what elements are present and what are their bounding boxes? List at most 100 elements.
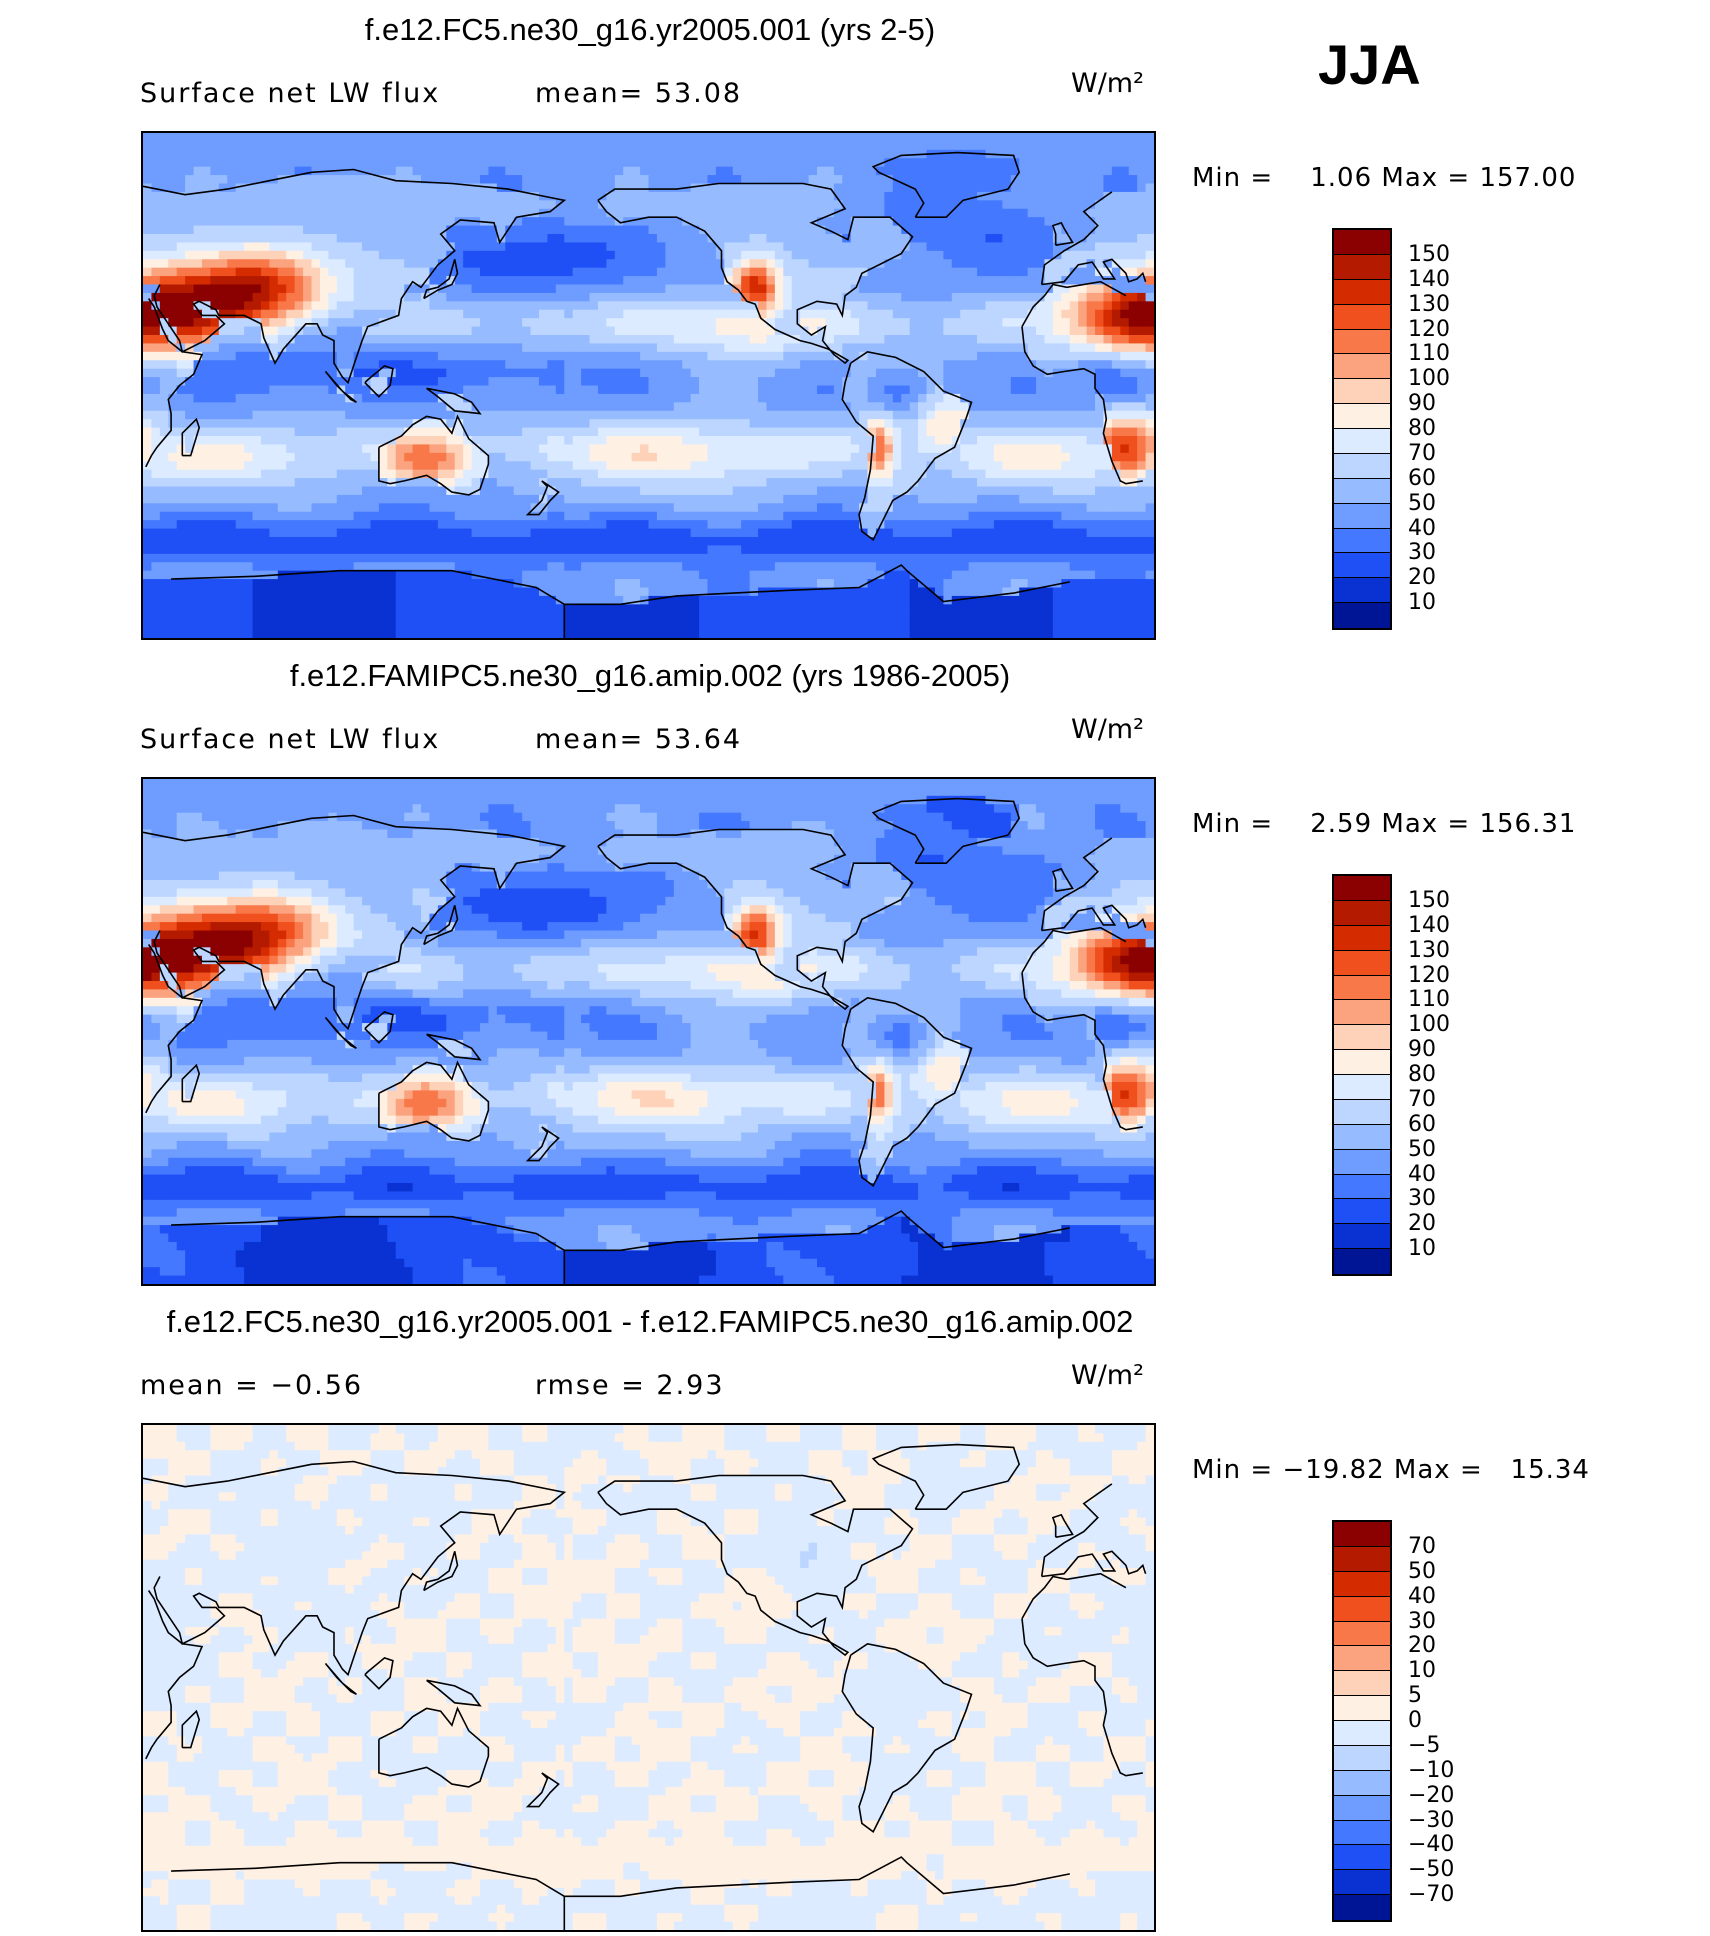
colorbar-swatch <box>1334 478 1390 504</box>
colorbar-tick-label: 10 <box>1408 1660 1436 1682</box>
colorbar-swatch <box>1334 279 1390 305</box>
coastline-newzealand <box>525 1126 560 1162</box>
panel-2-minmax: Min = 2.59 Max = 156.31 <box>1192 809 1576 839</box>
colorbar-swatch <box>1334 1546 1390 1572</box>
colorbar-swatch <box>1334 900 1390 926</box>
coastline-europeAsia <box>143 814 1147 1031</box>
colorbar-tick-label: 20 <box>1408 1213 1436 1235</box>
colorbar-tick-label: 0 <box>1408 1710 1422 1732</box>
colorbar-tick-label: 10 <box>1408 592 1436 614</box>
coastline-borneo <box>364 1011 394 1044</box>
colorbar-tick-label: −40 <box>1408 1834 1454 1856</box>
colorbar-swatch <box>1334 254 1390 280</box>
coastline-antarctica <box>171 564 1070 638</box>
colorbar-swatch <box>1334 1224 1390 1250</box>
panel-3-rmse: rmse = 2.93 <box>535 1370 725 1401</box>
coastline-japan <box>423 1551 459 1592</box>
colorbar-tick-label: 80 <box>1408 1064 1436 1086</box>
field-contours <box>143 1425 1154 1930</box>
colorbar-swatch <box>1334 553 1390 579</box>
coastline-europeAsia <box>143 1460 1147 1677</box>
colorbar-swatch <box>1334 1845 1390 1871</box>
panel-2-map-canvas <box>143 779 1154 1284</box>
coastline-newguinea <box>426 1033 482 1061</box>
panel-1-map <box>141 131 1156 640</box>
panel-1-minmax: Min = 1.06 Max = 157.00 <box>1192 163 1576 193</box>
panel-3-mean: mean = −0.56 <box>140 1370 363 1401</box>
coastline-antarctica <box>171 1210 1070 1284</box>
colorbar-tick-label: 150 <box>1408 889 1450 912</box>
colorbar-swatch <box>1334 975 1390 1001</box>
colorbar-swatch <box>1334 1671 1390 1697</box>
panel-1-title: f.e12.FC5.ne30_g16.yr2005.001 (yrs 2-5) <box>140 12 1160 48</box>
panel-2-mean: mean= 53.64 <box>535 724 742 755</box>
colorbar-swatch <box>1334 429 1390 454</box>
colorbar-swatch <box>1334 578 1390 604</box>
colorbar-swatch <box>1334 1621 1390 1647</box>
coastline-southAmerica <box>841 1642 973 1834</box>
colorbar-swatch <box>1334 503 1390 529</box>
coastline-newzealand <box>525 1772 560 1808</box>
coastline-sumatra <box>324 1662 357 1696</box>
panel-3-map <box>141 1423 1156 1932</box>
coastline-madagascar <box>181 1063 201 1103</box>
coastline-newguinea <box>426 1679 482 1707</box>
coastline-antarctica <box>171 1856 1070 1930</box>
field-contours <box>143 133 1154 638</box>
coastline-australia <box>378 414 490 496</box>
colorbar-swatch <box>1334 1124 1390 1150</box>
coastline-japan <box>423 259 459 300</box>
panel-3-map-canvas <box>143 1425 1154 1930</box>
coastline-uk <box>1051 221 1074 246</box>
colorbar-tick-label: 120 <box>1408 318 1450 341</box>
panel-3-colorbar <box>1332 1520 1392 1922</box>
colorbar-tick-label: 40 <box>1408 1585 1436 1608</box>
colorbar-tick-label: 50 <box>1408 1138 1436 1161</box>
colorbar-tick-label: 50 <box>1408 1560 1436 1583</box>
coastlines <box>143 151 1147 638</box>
colorbar-swatch <box>1334 1870 1390 1896</box>
colorbar-tick-label: 100 <box>1408 368 1450 390</box>
colorbar-swatch <box>1334 1522 1390 1547</box>
colorbar-swatch <box>1334 304 1390 330</box>
colorbar-swatch <box>1334 603 1390 628</box>
colorbar-tick-label: −30 <box>1408 1809 1454 1832</box>
colorbar-swatch <box>1334 379 1390 405</box>
colorbar-tick-label: 60 <box>1408 467 1436 490</box>
colorbar-tick-label: 5 <box>1408 1685 1422 1707</box>
colorbar-swatch <box>1334 1795 1390 1821</box>
colorbar-swatch <box>1334 1596 1390 1622</box>
coastline-sumatra <box>324 370 357 404</box>
panel-2-title: f.e12.FAMIPC5.ne30_g16.amip.002 (yrs 198… <box>140 658 1160 694</box>
colorbar-swatch <box>1334 1895 1390 1920</box>
colorbar-swatch <box>1334 329 1390 355</box>
panel-2-map <box>141 777 1156 1286</box>
colorbar-tick-label: 130 <box>1408 939 1450 962</box>
panel-1-colorbar <box>1332 228 1392 630</box>
colorbar-swatch <box>1334 528 1390 554</box>
coastline-uk <box>1051 1513 1074 1538</box>
colorbar-swatch <box>1334 1721 1390 1746</box>
panel-1-map-canvas <box>143 133 1154 638</box>
panel-2-units: W/m² <box>1071 714 1144 745</box>
colorbar-tick-label: 100 <box>1408 1014 1450 1036</box>
coastline-newzealand <box>525 480 560 516</box>
coastline-northAmerica <box>597 182 914 365</box>
panel-3-units: W/m² <box>1071 1360 1144 1391</box>
coastline-uk <box>1051 867 1074 892</box>
coastline-southAmerica <box>841 996 973 1188</box>
panel-2-variable-label: Surface net LW flux <box>140 724 440 755</box>
coastline-africa <box>145 280 1143 485</box>
colorbar-tick-label: −10 <box>1408 1759 1454 1782</box>
colorbar-swatch <box>1334 876 1390 901</box>
coastline-borneo <box>364 365 394 398</box>
panel-1-units: W/m² <box>1071 68 1144 99</box>
colorbar-swatch <box>1334 1249 1390 1274</box>
colorbar-tick-label: 20 <box>1408 567 1436 589</box>
colorbar-tick-label: 150 <box>1408 243 1450 266</box>
coastlines <box>143 1443 1147 1930</box>
colorbar-tick-label: 140 <box>1408 268 1450 291</box>
colorbar-swatch <box>1334 950 1390 976</box>
colorbar-tick-label: 40 <box>1408 1163 1436 1186</box>
colorbar-swatch <box>1334 1050 1390 1075</box>
